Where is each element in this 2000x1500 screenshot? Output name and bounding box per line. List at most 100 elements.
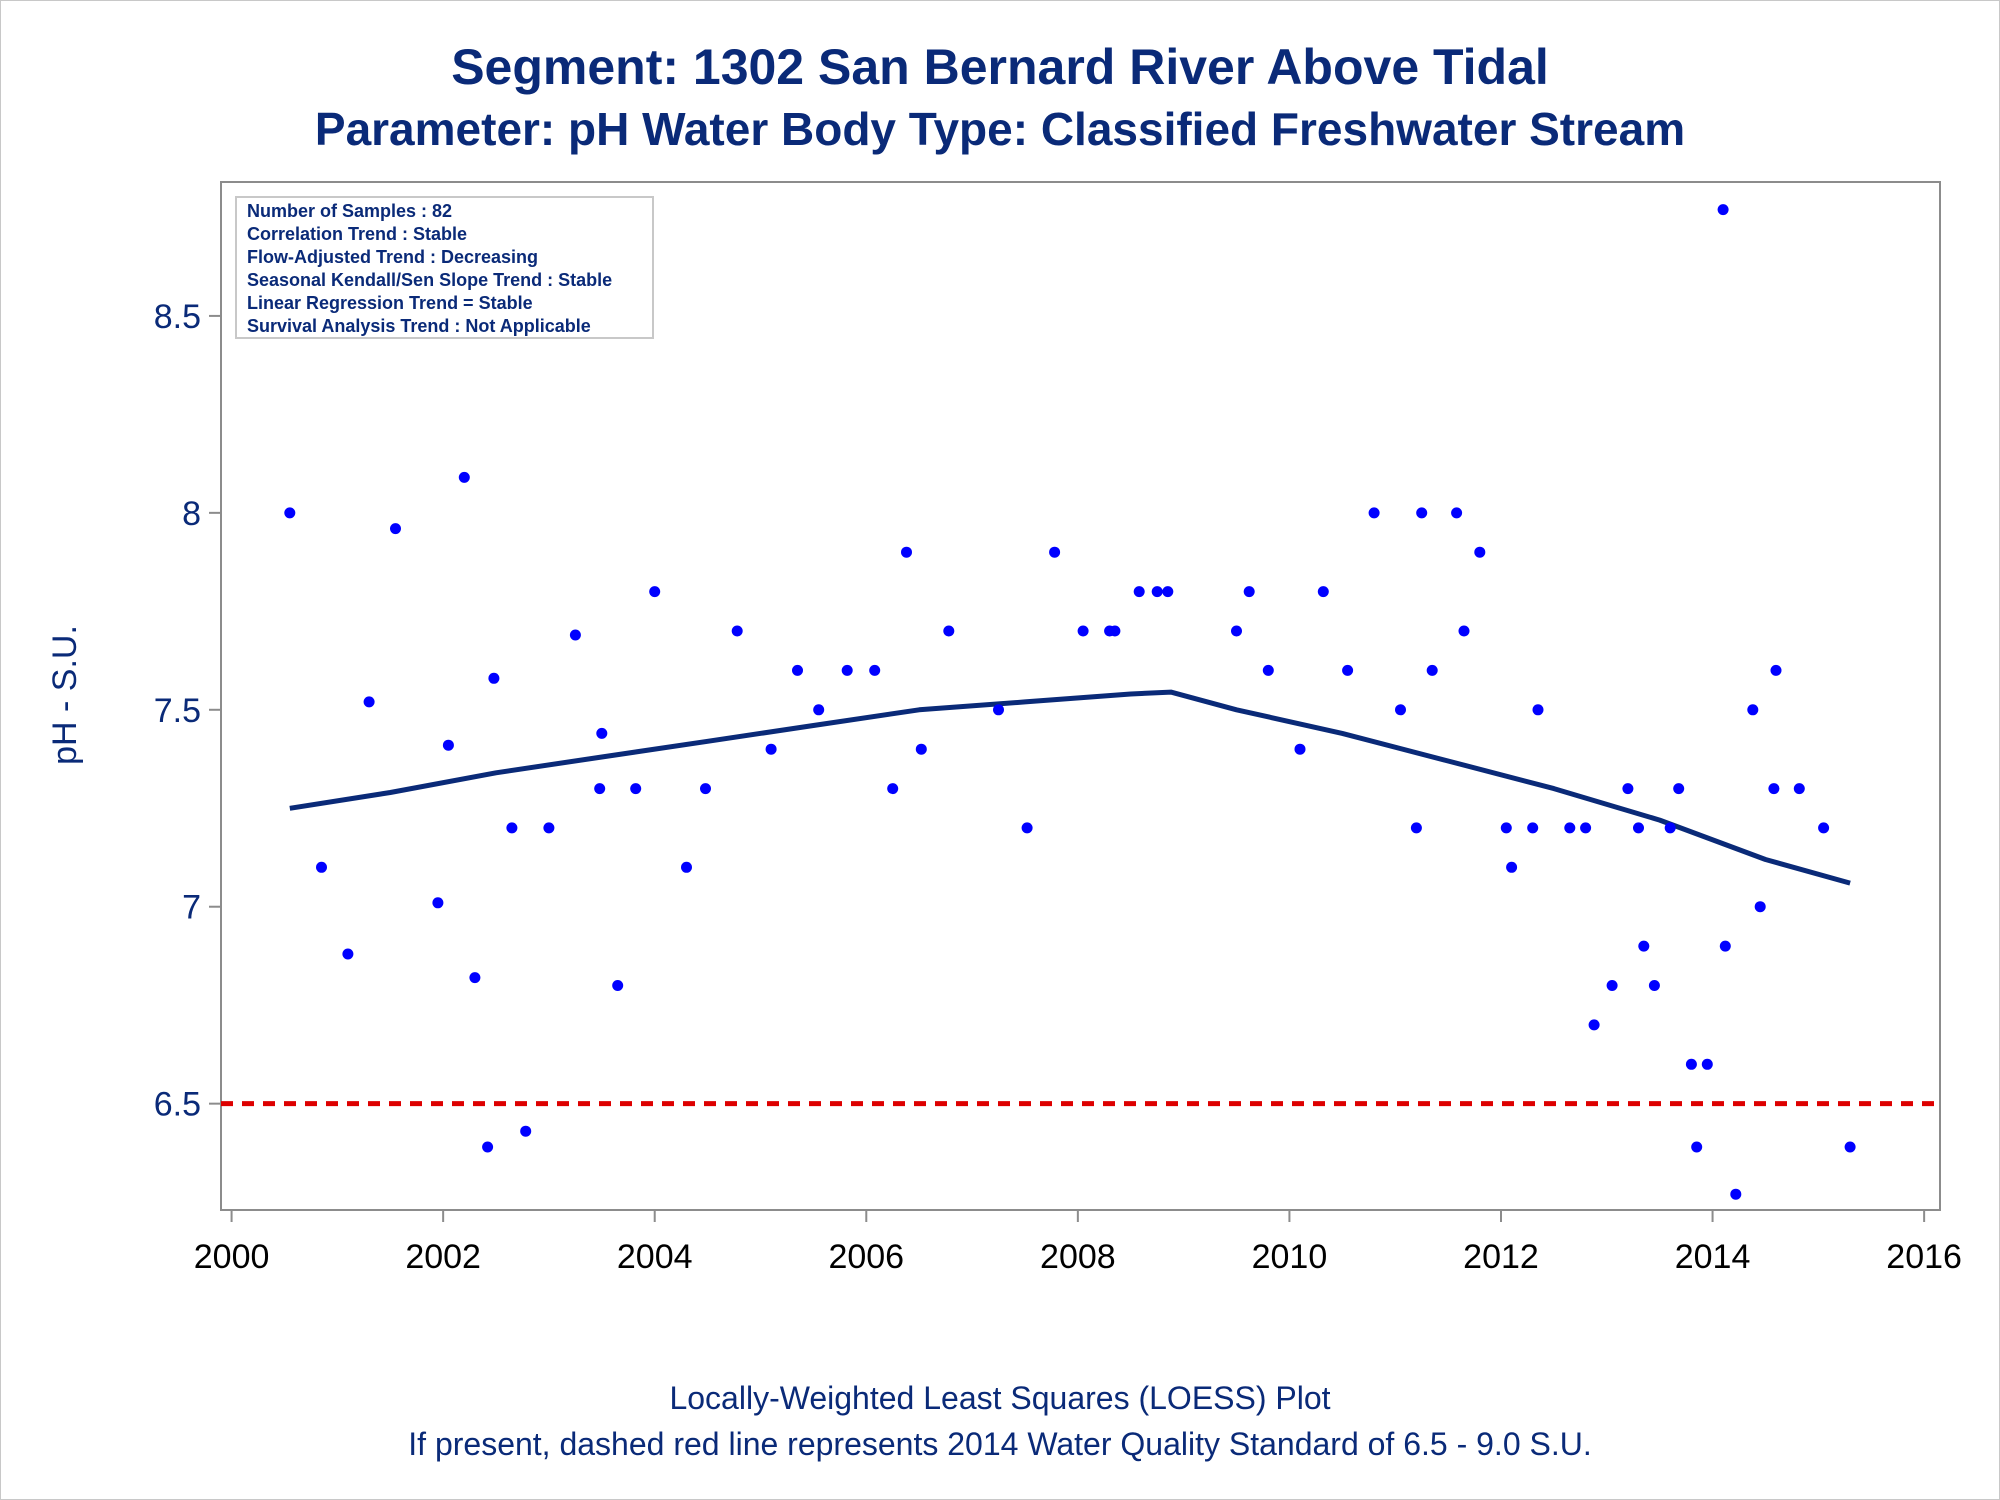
sample-point <box>1564 822 1576 834</box>
sample-point <box>482 1141 494 1153</box>
sample-point <box>1395 704 1406 716</box>
sample-point <box>731 625 743 637</box>
sample-point <box>1844 1141 1856 1153</box>
x-tick-label: 2014 <box>1675 1238 1751 1276</box>
loess-curve <box>289 689 1851 886</box>
sample-point <box>506 822 518 834</box>
sample-point <box>1673 783 1685 795</box>
sample-point <box>1151 586 1163 598</box>
sample-point <box>1648 980 1660 991</box>
sample-point <box>520 1125 532 1137</box>
sample-point <box>792 664 803 676</box>
sample-point <box>1793 783 1805 795</box>
sample-point <box>1426 664 1438 676</box>
sample-point <box>342 948 354 960</box>
sample-point <box>458 471 470 483</box>
sample-point <box>1527 822 1539 834</box>
sample-point <box>1730 1188 1742 1200</box>
sample-point <box>1754 901 1766 913</box>
y-tick-label: 6.5 <box>154 1086 201 1124</box>
sample-point <box>993 704 1004 716</box>
sample-point <box>1580 822 1592 834</box>
y-axis: 6.5 7 7.5 8 8.5 <box>154 298 221 1124</box>
info-box-line: Seasonal Kendall/Sen Slope Trend : Stabl… <box>247 270 612 290</box>
sample-point <box>1451 507 1463 519</box>
x-tick-label: 2002 <box>405 1238 481 1276</box>
sample-point <box>284 507 296 519</box>
sample-point <box>1588 1019 1600 1031</box>
y-tick-label: 7 <box>182 889 201 927</box>
sample-point <box>432 897 444 909</box>
sample-point <box>1133 586 1145 598</box>
y-tick-label: 7.5 <box>154 692 201 730</box>
sample-point <box>390 523 401 535</box>
sample-point <box>1770 664 1782 676</box>
sample-point <box>1410 822 1422 834</box>
sample-point <box>1416 507 1428 519</box>
sample-point <box>887 783 899 795</box>
sample-point <box>442 739 454 751</box>
sample-point <box>1109 625 1121 637</box>
sample-point <box>1701 1058 1713 1070</box>
y-tick-label: 8 <box>182 495 201 533</box>
sample-point <box>1243 586 1255 598</box>
sample-point <box>569 629 581 641</box>
sample-point <box>1717 204 1729 216</box>
info-box-line: Linear Regression Trend = Stable <box>247 293 533 313</box>
sample-point <box>1162 586 1174 598</box>
sample-point <box>1691 1141 1703 1153</box>
footnote-method: Locally-Weighted Least Squares (LOESS) P… <box>669 1380 1331 1416</box>
chart-subtitle: Parameter: pH Water Body Type: Classifie… <box>314 103 1686 155</box>
footnote-standard: If present, dashed red line represents 2… <box>408 1426 1592 1462</box>
sample-point <box>1500 822 1512 834</box>
sample-point <box>841 664 853 676</box>
sample-point <box>869 664 881 676</box>
sample-point <box>630 783 642 795</box>
sample-point <box>649 586 661 598</box>
sample-point <box>1685 1058 1697 1070</box>
sample-point <box>1532 704 1544 716</box>
sample-point <box>596 727 608 739</box>
sample-point <box>488 672 500 684</box>
x-tick-label: 2016 <box>1886 1238 1962 1276</box>
sample-point <box>1622 783 1634 795</box>
sample-point <box>543 822 555 834</box>
sample-point <box>1458 625 1470 637</box>
x-tick-label: 2006 <box>828 1238 904 1276</box>
x-tick-label: 2012 <box>1463 1238 1539 1276</box>
sample-point <box>1342 664 1354 676</box>
sample-point <box>1262 664 1274 676</box>
x-tick-label: 2004 <box>617 1238 693 1276</box>
info-box-line: Correlation Trend : Stable <box>247 224 467 244</box>
sample-point <box>1719 940 1731 952</box>
sample-point <box>1818 822 1830 834</box>
sample-point <box>1231 625 1242 637</box>
sample-point <box>1664 822 1676 834</box>
info-box-line: Flow-Adjusted Trend : Decreasing <box>247 247 538 267</box>
sample-point <box>1747 704 1759 716</box>
sample-point <box>363 696 375 708</box>
sample-point <box>1474 546 1486 558</box>
x-tick-label: 2010 <box>1252 1238 1328 1276</box>
sample-point <box>1368 507 1380 519</box>
plot-area-border <box>220 181 1941 1211</box>
y-tick-label: 8.5 <box>154 298 201 336</box>
x-tick-label: 2008 <box>1040 1238 1116 1276</box>
sample-point <box>1077 625 1089 637</box>
x-axis: 2000 2002 2004 2006 2008 2010 2012 2014 2016 <box>194 1210 1962 1276</box>
sample-point <box>1317 586 1329 598</box>
sample-point <box>1768 783 1780 795</box>
sample-point <box>1633 822 1644 834</box>
sample-point <box>1606 980 1618 991</box>
sample-point <box>681 861 692 873</box>
x-tick-label: 2000 <box>194 1238 270 1276</box>
info-box-line: Survival Analysis Trend : Not Applicable <box>247 316 591 336</box>
sample-point <box>1294 743 1306 755</box>
sample-point <box>594 783 606 795</box>
sample-point <box>1638 940 1650 952</box>
sample-point <box>700 783 711 795</box>
sample-point <box>612 980 624 991</box>
sample-point <box>1021 822 1033 834</box>
sample-point <box>765 743 777 755</box>
